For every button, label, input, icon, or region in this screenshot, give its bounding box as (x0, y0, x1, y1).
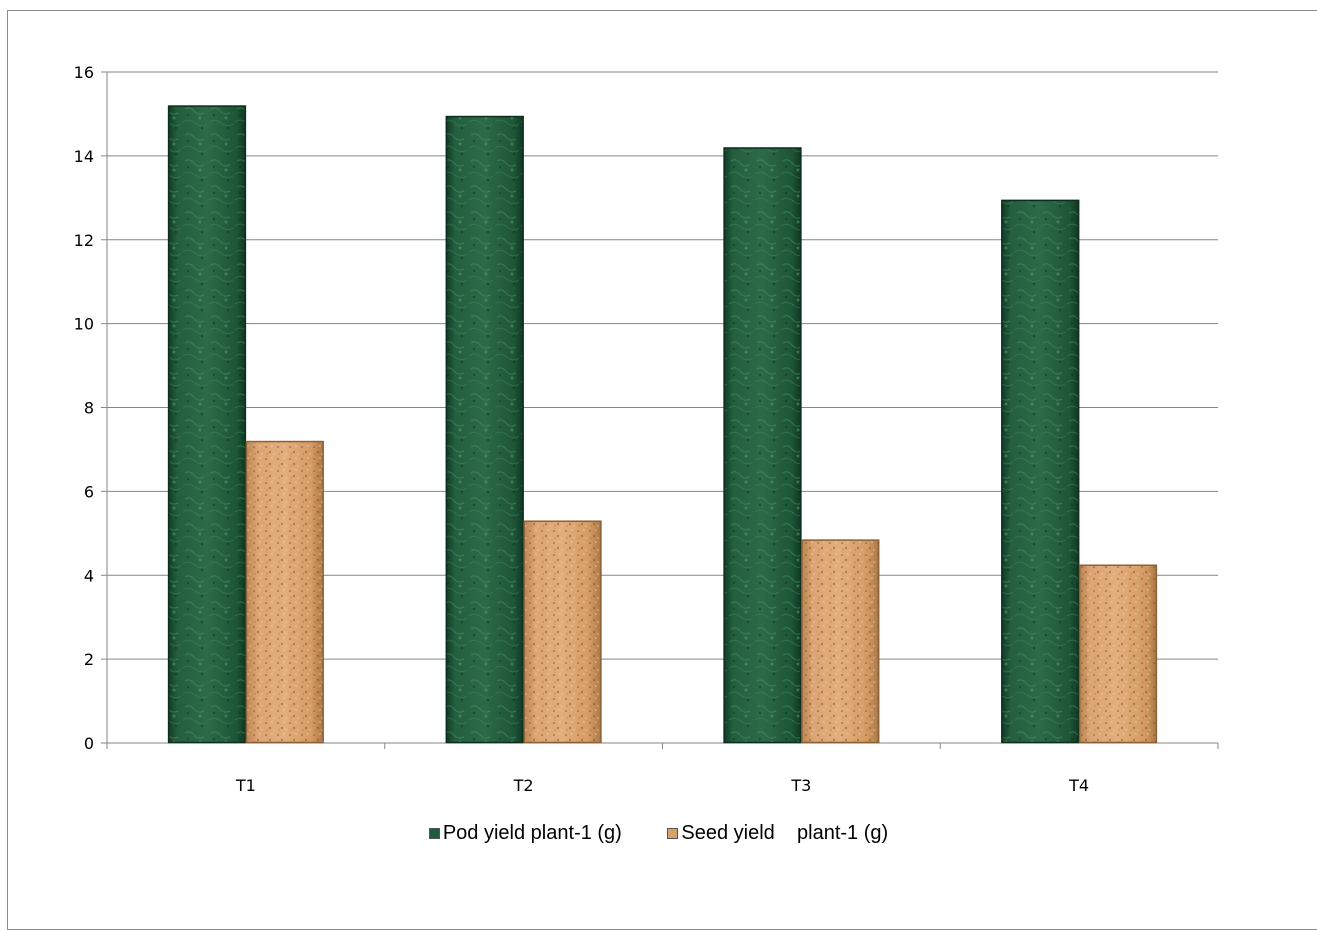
bar-chart: 0 2 4 6 8 10 12 14 16 T1 T2 T3 T4 (74, 63, 1219, 795)
legend-entry-pod: Pod yield plant-1 (g) (428, 822, 622, 845)
y-tick-label: 4 (84, 566, 94, 585)
bar-seed-yield-t4 (1078, 564, 1158, 744)
bar-outline (245, 440, 324, 744)
y-tick-label: 2 (84, 650, 94, 669)
bar-pod-yield-t1 (167, 105, 247, 744)
bar-pod-yield-t4 (1001, 199, 1080, 744)
y-tick-label: 16 (74, 63, 94, 82)
y-tick-label: 0 (84, 734, 94, 753)
legend-label-seed: Seed yield plant-1 (g) (681, 822, 889, 844)
x-tick-label: T3 (790, 776, 811, 795)
legend-swatch-seed (667, 828, 679, 839)
x-tick-label: T4 (1068, 776, 1089, 795)
bar-texture (445, 116, 524, 744)
bar-outline (1078, 564, 1158, 744)
bar-outline (723, 147, 802, 744)
bar-outline (523, 520, 602, 744)
bar-outline (801, 539, 880, 744)
bar-texture (245, 441, 324, 743)
bar-seed-yield-t3 (801, 539, 880, 744)
bar-outline (167, 105, 247, 744)
legend-label-pod: Pod yield plant-1 (g) (442, 822, 622, 844)
legend: Pod yield plant-1 (g) Seed yield plant-1… (0, 822, 1317, 845)
bar-outline (445, 115, 524, 744)
x-tick-label: T2 (513, 776, 534, 795)
bar-outline (1001, 199, 1080, 744)
bar-texture (168, 105, 246, 744)
tick-labels: 0 2 4 6 8 10 12 14 16 T1 T2 T3 T4 (74, 63, 1089, 795)
bar-seed-yield-t1 (245, 440, 324, 744)
bar-seed-yield-t2 (523, 520, 602, 744)
bar-texture (1001, 199, 1080, 744)
y-tick-label: 8 (84, 399, 94, 418)
bar-texture (1079, 564, 1157, 743)
legend-entry-seed: Seed yield plant-1 (g) (667, 822, 888, 845)
bar-pod-yield-t3 (723, 147, 802, 744)
legend-swatch-pod (428, 828, 440, 839)
bar-texture (523, 520, 602, 743)
bars (167, 105, 1158, 744)
y-tick-label: 14 (74, 147, 94, 166)
x-tick-label: T1 (235, 776, 256, 795)
bar-pod-yield-t2 (445, 115, 524, 744)
y-tick-label: 6 (84, 482, 94, 501)
bar-texture (723, 147, 802, 744)
bar-texture (801, 539, 880, 743)
y-tick-label: 12 (74, 231, 94, 250)
y-tick-label: 10 (74, 315, 94, 334)
